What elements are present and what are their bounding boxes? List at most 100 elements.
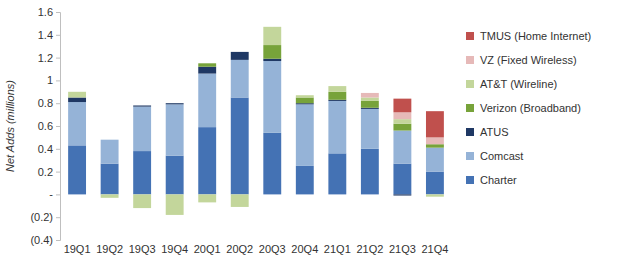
legend-label: Verizon (Broadband) — [480, 102, 581, 114]
legend-item: TMUS (Home Internet) — [466, 30, 591, 42]
x-tick-label: 21Q3 — [389, 243, 416, 255]
bar — [361, 149, 379, 195]
bar — [393, 99, 411, 113]
bar — [231, 60, 249, 98]
x-tick-label: 21Q4 — [421, 243, 448, 255]
x-tick-label: 20Q2 — [226, 243, 253, 255]
x-tick: 20Q4 — [291, 240, 318, 255]
bar — [166, 103, 184, 104]
bar — [361, 93, 379, 98]
bar — [393, 119, 411, 124]
x-tick: 19Q2 — [96, 240, 123, 255]
legend-item: VZ (Fixed Wireless) — [466, 54, 577, 66]
legend-label: VZ (Fixed Wireless) — [480, 54, 577, 66]
bars — [68, 27, 444, 215]
bar — [133, 194, 151, 195]
bar — [101, 164, 119, 195]
bar — [101, 194, 119, 195]
legend-item: Verizon (Broadband) — [466, 102, 581, 114]
bar — [101, 194, 119, 197]
bar — [263, 133, 281, 195]
y-tick: 1.6 — [38, 6, 60, 18]
legend-item: Comcast — [466, 150, 523, 162]
legend-label: ATUS — [480, 126, 509, 138]
legend-swatch — [466, 152, 474, 160]
bar — [198, 194, 216, 195]
y-tick-label: 0.2 — [38, 166, 53, 178]
bar — [328, 194, 346, 195]
bar — [166, 156, 184, 195]
bar — [101, 140, 119, 164]
bar — [296, 95, 314, 97]
y-tick-label: (0.4) — [30, 234, 53, 246]
bar — [166, 194, 184, 195]
bar — [231, 194, 249, 195]
bar — [393, 124, 411, 131]
y-tick-label: 0.6 — [38, 120, 53, 132]
x-tick: 21Q2 — [356, 240, 383, 255]
y-tick-mark — [56, 35, 60, 36]
bar — [296, 194, 314, 195]
legend-swatch — [466, 56, 474, 64]
bar — [361, 98, 379, 101]
bar — [133, 105, 151, 106]
y-tick: 1 — [47, 74, 60, 86]
bar — [263, 194, 281, 195]
y-tick-label: 1.2 — [38, 52, 53, 64]
bar — [328, 100, 346, 101]
bar — [296, 104, 314, 166]
x-tick-label: 21Q1 — [324, 243, 351, 255]
y-tick-label: 0.4 — [38, 143, 53, 155]
y-tick-mark — [56, 194, 60, 195]
y-tick: (0.4) — [30, 234, 60, 246]
y-tick-mark — [56, 80, 60, 81]
bar — [426, 194, 444, 196]
bar — [198, 194, 216, 195]
y-tick-label: - — [49, 188, 53, 200]
plot: (0.4)(0.2)-0.20.40.60.811.21.41.619Q119Q… — [30, 6, 448, 255]
bar — [166, 104, 184, 155]
bar — [68, 194, 86, 195]
y-tick: 0.2 — [38, 166, 60, 178]
y-tick-mark — [56, 240, 60, 241]
series-bars — [393, 99, 443, 138]
y-tick: 0.6 — [38, 120, 60, 132]
bar — [133, 107, 151, 151]
bar — [296, 98, 314, 104]
x-tick-label: 20Q3 — [259, 243, 286, 255]
y-axis-title: Net Adds (millions) — [4, 80, 16, 172]
y-tick-label: 1.4 — [38, 29, 53, 41]
bar — [68, 194, 86, 195]
legend-item: ATUS — [466, 126, 509, 138]
legend-swatch — [466, 176, 474, 184]
bar — [328, 86, 346, 92]
x-tick-label: 19Q4 — [161, 243, 188, 255]
bar — [198, 127, 216, 194]
y-tick: 0.4 — [38, 143, 60, 155]
bar — [328, 194, 346, 195]
x-tick-label: 20Q4 — [291, 243, 318, 255]
legend-item: AT&T (Wireline) — [466, 78, 557, 90]
bar — [426, 137, 444, 144]
x-tick: 21Q4 — [421, 240, 448, 255]
bar — [426, 172, 444, 195]
x-tick: 19Q1 — [64, 240, 91, 255]
y-tick: 0.8 — [38, 97, 60, 109]
bar — [231, 194, 249, 207]
bar — [361, 194, 379, 195]
bar — [198, 63, 216, 66]
bar — [296, 103, 314, 104]
y-tick-mark — [56, 12, 60, 13]
y-axis-line — [56, 13, 61, 241]
y-tick-mark — [56, 126, 60, 127]
bar — [68, 102, 86, 145]
bar — [166, 194, 184, 195]
bar — [426, 111, 444, 137]
series-bars — [68, 27, 444, 215]
series-bars — [68, 60, 444, 172]
legend-item: Charter — [466, 174, 517, 186]
x-tick-label: 19Q1 — [64, 243, 91, 255]
legend-swatch — [466, 128, 474, 136]
bar — [231, 52, 249, 60]
legend-swatch — [466, 104, 474, 112]
